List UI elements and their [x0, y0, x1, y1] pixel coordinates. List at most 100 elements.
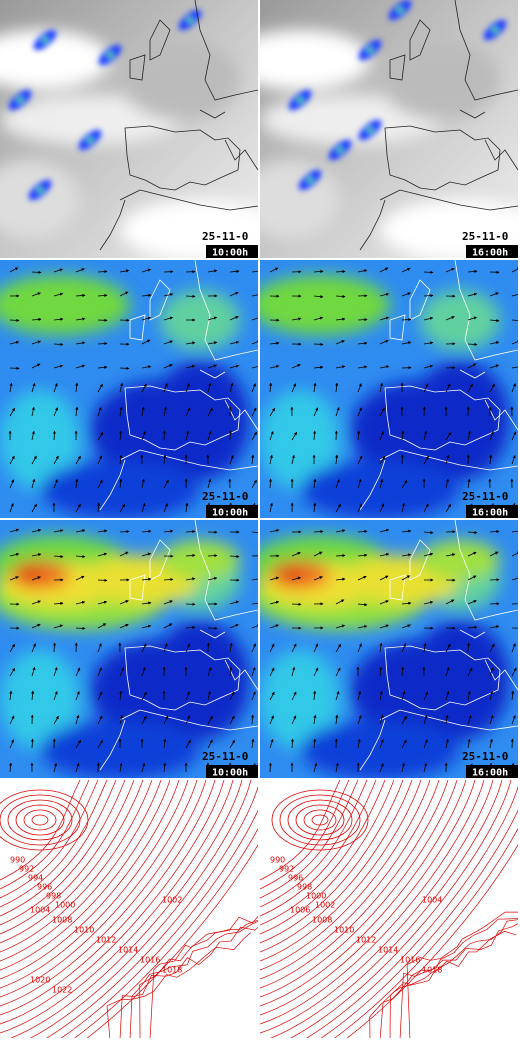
wind-arrow: [379, 316, 390, 321]
wind-arrow: [379, 382, 383, 393]
wind-arrow: [313, 502, 317, 513]
wind-arrow: [75, 317, 86, 321]
isobar: [9, 780, 243, 1038]
wind-arrow: [401, 430, 405, 441]
wind-arrow: [229, 624, 239, 629]
wind-arrow: [119, 430, 123, 441]
wind-arrow: [31, 363, 41, 369]
isobar: [0, 789, 89, 851]
wind-arrow: [379, 624, 390, 629]
wind-arrow: [9, 715, 15, 725]
wind-arrow: [207, 690, 211, 701]
wind-arrow: [141, 643, 147, 653]
wind-arrow: [207, 576, 218, 581]
wind-arrow: [185, 530, 196, 534]
isobar-label: 1012: [356, 936, 376, 945]
wind-arrow: [357, 478, 362, 489]
wind-arrow: [9, 643, 15, 653]
wind-arrow: [163, 406, 167, 417]
isobar: [119, 926, 258, 1038]
wind-arrow: [423, 383, 429, 393]
isobar: [389, 919, 518, 1038]
wind-arrow: [313, 407, 319, 417]
wind-arrow: [313, 551, 323, 557]
wind-arrow: [423, 691, 429, 701]
wind-arrow: [251, 293, 258, 297]
isobar-label: 1016: [140, 956, 160, 965]
isobar: [139, 919, 258, 1038]
wind-arrow: [335, 382, 339, 393]
wind-zone: [160, 290, 240, 350]
isobar: [0, 780, 198, 998]
wind-arrow: [31, 382, 36, 393]
wind-arrow: [335, 365, 346, 369]
wind-arrow: [401, 479, 408, 489]
wind-arrow: [357, 341, 368, 345]
time-label: 10:00h: [212, 768, 248, 779]
time-label: 16:00h: [472, 248, 508, 259]
wind-arrow: [313, 576, 323, 581]
wind-arrow: [31, 623, 41, 629]
wind-arrow: [251, 738, 255, 749]
wind-arrow: [185, 341, 196, 345]
wind-zone: [40, 460, 200, 518]
wind-arrow: [119, 667, 124, 677]
wind-arrow: [53, 479, 58, 489]
wind-arrow: [119, 600, 129, 605]
wind-arrow: [119, 382, 124, 393]
map-panel: 25-11-0 16:00h: [260, 260, 518, 518]
wind-arrow: [75, 667, 81, 677]
wind-arrow: [357, 318, 368, 322]
isobar: [306, 785, 518, 1038]
wind-arrow: [163, 364, 173, 369]
wind-arrow: [185, 502, 189, 513]
wind-arrow: [357, 455, 363, 465]
wind-arrow: [53, 601, 64, 606]
wind-arrow: [335, 643, 342, 653]
wind-arrow: [401, 341, 412, 345]
isobar-label: 1008: [52, 916, 72, 925]
wind-arrow: [445, 503, 452, 513]
wind-arrow: [335, 294, 346, 299]
coastline: [359, 260, 518, 511]
wind-arrow: [423, 552, 434, 557]
isobar: [271, 789, 369, 851]
wind-arrow: [467, 292, 478, 297]
wind-arrow: [31, 317, 42, 322]
cloud: [260, 30, 370, 90]
wind-arrow: [31, 455, 37, 465]
isobar-label: 992: [279, 865, 294, 874]
wind-arrow: [313, 762, 318, 773]
wind-arrow: [185, 715, 190, 725]
wind-arrow: [97, 715, 103, 725]
wind-arrow: [335, 714, 339, 725]
wind-arrow: [207, 739, 213, 749]
isobar-label: 1018: [422, 966, 442, 975]
wind-arrow: [53, 715, 59, 725]
wind-arrow: [335, 406, 340, 417]
wind-zone: [0, 650, 80, 750]
wind-arrow: [269, 454, 273, 465]
wind-arrow: [251, 316, 258, 321]
wind-arrow: [185, 364, 196, 369]
wind-arrow: [335, 529, 346, 533]
wind-arrow: [269, 529, 280, 533]
wind-arrow: [269, 667, 275, 677]
map-panel: 25-11-0 16:00h: [260, 520, 518, 778]
wind-arrow: [229, 364, 240, 369]
wind-arrow: [163, 529, 174, 533]
isobar: [260, 780, 386, 926]
wind-arrow: [251, 624, 258, 629]
date-label: 25-11-0: [202, 230, 248, 243]
isobar: [31, 814, 49, 826]
wind-arrow: [467, 738, 471, 749]
wind-arrow: [97, 293, 108, 298]
wind-zone: [260, 275, 390, 335]
isobar-label: 996: [37, 883, 52, 892]
wind-arrow: [467, 478, 471, 489]
wind-arrow: [511, 530, 518, 533]
wind-arrow: [511, 667, 517, 677]
wind-arrow: [269, 600, 280, 605]
precip-core: [187, 17, 193, 23]
wind-arrow: [269, 430, 274, 441]
